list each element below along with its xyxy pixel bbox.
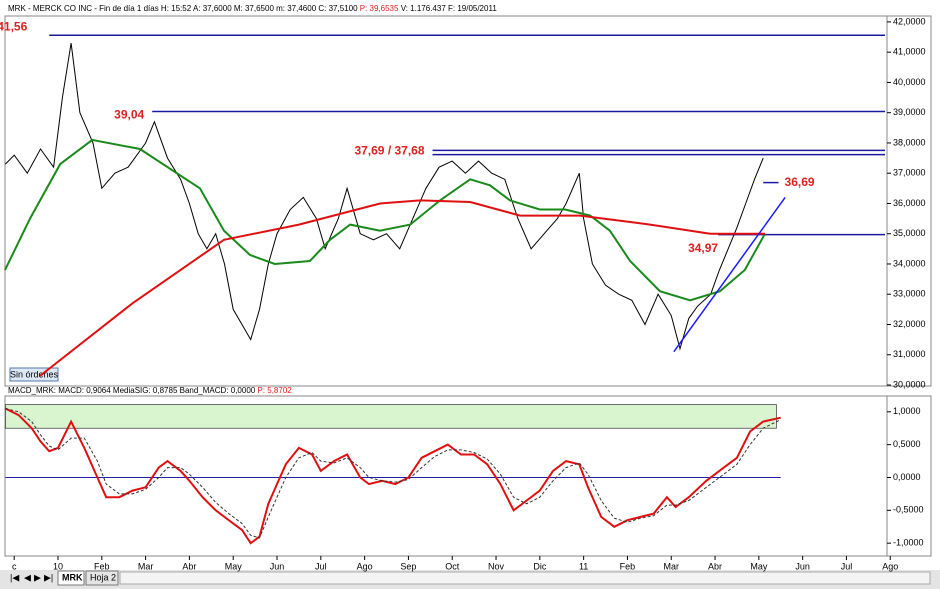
y-tick-label: 36,0000 — [893, 198, 926, 208]
nav-prev[interactable]: ◀ — [24, 572, 31, 582]
x-tick-label: Oct — [445, 561, 460, 571]
x-tick-label: Mar — [663, 561, 679, 571]
x-tick-label: Feb — [620, 561, 636, 571]
tab-active[interactable] — [57, 570, 85, 586]
scrollbar[interactable] — [119, 571, 931, 585]
y-tick-label: 0,5000 — [893, 439, 921, 449]
x-tick-label: Dic — [533, 561, 546, 571]
x-tick-label: Mar — [138, 561, 154, 571]
chart-header: MRK - MERCK CO INC - Fin de día 1 días H… — [8, 4, 497, 13]
y-tick-label: 35,0000 — [893, 228, 926, 238]
level-label: 41,56 — [0, 19, 28, 33]
y-tick-label: 38,0000 — [893, 137, 926, 147]
y-tick-label: 42,0000 — [893, 16, 926, 26]
x-tick-label: c — [12, 561, 17, 571]
trendline — [673, 196, 786, 353]
macd-header: MACD_MRK: MACD: 0,9064 MediaSIG: 0,8785 … — [8, 386, 292, 395]
level-label: 34,97 — [688, 241, 718, 255]
signal-band — [5, 404, 777, 429]
x-tick-label: Jul — [841, 561, 853, 571]
price-line — [39, 199, 765, 377]
y-tick-label: 34,0000 — [893, 258, 926, 268]
x-tick-label: 10 — [53, 561, 63, 571]
x-tick-label: Ago — [357, 561, 373, 571]
header-price: P: 39,6535 — [360, 4, 399, 13]
tab-label[interactable]: MRK — [62, 572, 83, 582]
header-info: MRK - MERCK CO INC - Fin de día 1 días H… — [8, 4, 358, 13]
nav-last[interactable]: ▶| — [44, 572, 53, 582]
nav-first[interactable]: |◀ — [10, 572, 19, 582]
x-tick-label: Ago — [882, 561, 898, 571]
header-extra: V: 1.176.437 F: 19/05/2011 — [401, 4, 498, 13]
price-line — [5, 43, 764, 351]
sheet-navigation: |◀ ◀ ▶ ▶| — [10, 572, 53, 582]
x-tick-label: May — [750, 561, 768, 571]
macd-info: MACD_MRK: MACD: 0,9064 MediaSIG: 0,8785 … — [8, 386, 256, 395]
level-label: 36,69 — [785, 175, 815, 189]
tab-label[interactable]: Hoja 2 — [90, 572, 116, 582]
macd-line — [5, 408, 781, 539]
y-tick-label: -1,0000 — [893, 538, 924, 548]
y-tick-label: 37,0000 — [893, 168, 926, 178]
level-label: 37,69 / 37,68 — [354, 144, 424, 158]
x-tick-label: Nov — [488, 561, 505, 571]
x-tick-label: Sep — [400, 561, 416, 571]
tab[interactable] — [85, 570, 119, 586]
x-tick-label: 11 — [579, 561, 588, 571]
x-tick-label: Jul — [315, 561, 327, 571]
y-tick-label: 0,0000 — [893, 472, 921, 482]
button-label[interactable]: Sin órdenes — [10, 369, 59, 379]
y-tick-label: -0,5000 — [893, 505, 924, 515]
macd-price: P: 5,8702 — [257, 386, 292, 395]
price-axis-panel — [886, 15, 932, 387]
y-tick-label: 33,0000 — [893, 289, 926, 299]
y-tick-label: 32,0000 — [893, 319, 926, 329]
x-tick-label: Abr — [182, 561, 196, 571]
y-tick-label: 39,0000 — [893, 107, 926, 117]
y-tick-label: 41,0000 — [893, 47, 926, 57]
nav-next[interactable]: ▶ — [34, 572, 41, 582]
price-line — [4, 138, 766, 302]
y-tick-label: 40,0000 — [893, 77, 926, 87]
macd-line — [4, 407, 781, 545]
macd-axis-panel — [886, 395, 932, 557]
level-label: 39,04 — [114, 108, 144, 122]
orders-button[interactable]: Sin órdenes — [9, 367, 59, 382]
x-tick-label: Feb — [94, 561, 110, 571]
x-tick-label: Jun — [270, 561, 285, 571]
y-tick-label: 1,0000 — [893, 406, 921, 416]
y-tick-label: 30,0000 — [893, 379, 926, 389]
x-tick-label: Abr — [708, 561, 722, 571]
x-tick-label: May — [225, 561, 243, 571]
y-tick-label: 31,0000 — [893, 349, 926, 359]
x-tick-label: Jun — [795, 561, 810, 571]
